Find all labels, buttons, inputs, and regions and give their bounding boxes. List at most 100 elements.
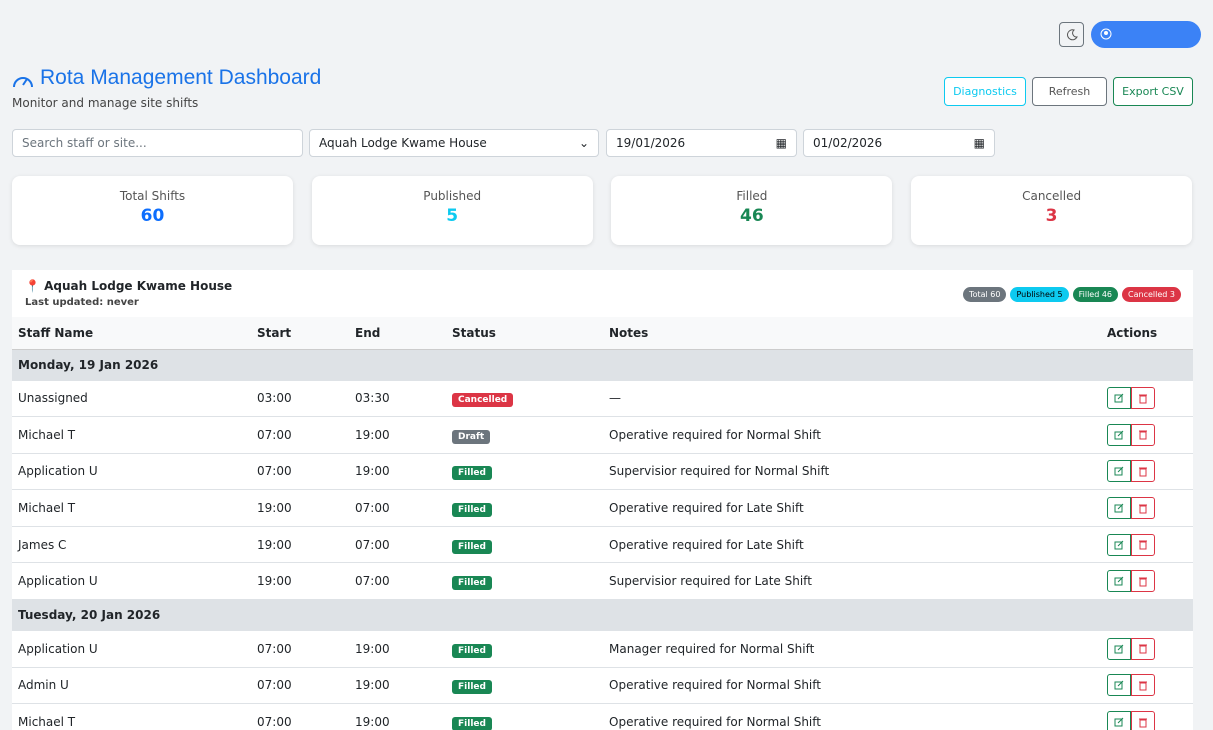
status-badge: Draft: [452, 429, 491, 444]
edit-icon: [1114, 503, 1124, 513]
edit-button[interactable]: [1107, 674, 1131, 697]
notes-cell: —: [603, 380, 1101, 418]
cell: 19:00: [349, 416, 446, 454]
column-header: Actions: [1101, 317, 1193, 350]
edit-button[interactable]: [1107, 711, 1131, 730]
status-badge: Filled: [452, 680, 492, 695]
group-row: Tuesday, 20 Jan 2026: [12, 599, 1193, 632]
theme-toggle[interactable]: [1059, 22, 1084, 47]
cell: 19:00: [251, 562, 349, 601]
edit-button[interactable]: [1107, 460, 1131, 483]
cell: 07:00: [251, 630, 349, 668]
date-from[interactable]: 19/01/2026 ▦: [606, 129, 797, 157]
trash-icon: [1139, 644, 1147, 654]
cell: Michael T: [12, 489, 251, 527]
group-date: Tuesday, 20 Jan 2026: [12, 599, 1193, 632]
edit-icon: [1114, 717, 1124, 727]
delete-button[interactable]: [1131, 423, 1155, 446]
shift-row: Michael T 07:00 19:00 Draft Operative requir…: [12, 416, 1193, 454]
actions: [1107, 637, 1155, 660]
cell: 07:00: [349, 489, 446, 527]
site-panel: 📍 Aquah Lodge Kwame House Last updated: …: [12, 270, 1193, 730]
actions-cell: [1101, 526, 1193, 564]
actions: [1107, 570, 1155, 593]
cell: 07:00: [349, 526, 446, 564]
search-input[interactable]: Search staff or site...: [12, 129, 303, 157]
date-value: 19/01/2026: [616, 136, 686, 150]
status-cell: Filled: [446, 667, 603, 705]
edit-button[interactable]: [1107, 570, 1131, 593]
edit-icon: [1114, 644, 1124, 654]
refresh-button[interactable]: Refresh: [1032, 77, 1107, 106]
actions-cell: [1101, 380, 1193, 418]
stat-card: Filled 46: [611, 176, 893, 245]
column-header: Notes: [603, 317, 1101, 350]
shifts-table: Staff Name Start End Status Notes Actions Mond…: [12, 317, 1193, 730]
actions: [1107, 387, 1155, 410]
placeholder: Search staff or site...: [22, 136, 147, 150]
actions: [1107, 460, 1155, 483]
delete-button[interactable]: [1131, 497, 1155, 520]
actions-cell: [1101, 630, 1193, 668]
cell: Application U: [12, 562, 251, 601]
notes-cell: Manager required for Normal Shift: [603, 630, 1101, 668]
group-row: Monday, 19 Jan 2026: [12, 349, 1193, 381]
page-title: Rota Management Dashboard: [40, 66, 322, 89]
actions: [1107, 423, 1155, 446]
edit-icon: [1114, 576, 1124, 586]
export-button[interactable]: Export CSV: [1113, 77, 1193, 106]
delete-button[interactable]: [1131, 570, 1155, 593]
user-icon: [1100, 28, 1112, 40]
column-header: Start: [251, 317, 349, 350]
delete-button[interactable]: [1131, 460, 1155, 483]
cell: 07:00: [251, 703, 349, 730]
shift-row: Application U 07:00 19:00 Filled Supervisior…: [12, 453, 1193, 491]
delete-button[interactable]: [1131, 637, 1155, 660]
stat-card: Published 5: [311, 176, 593, 245]
edit-button[interactable]: [1107, 387, 1131, 410]
column-header: Status: [446, 317, 603, 350]
button-label: Refresh: [1048, 85, 1091, 98]
cell: 03:30: [349, 380, 446, 418]
cell: Application U: [12, 630, 251, 668]
status-cell: Filled: [446, 703, 603, 730]
edit-button[interactable]: [1107, 497, 1131, 520]
edit-button[interactable]: [1107, 533, 1131, 556]
header-row: Staff Name Start End Status Notes Actions: [12, 317, 1193, 350]
cell: Michael T: [12, 703, 251, 730]
site-select[interactable]: Aquah Lodge Kwame House ⌄: [309, 129, 599, 157]
actions-cell: [1101, 453, 1193, 491]
delete-button[interactable]: [1131, 711, 1155, 730]
table-body: Monday, 19 Jan 2026 Unassigned 03:00 03:30 C…: [12, 349, 1193, 730]
actions-cell: [1101, 489, 1193, 527]
delete-button[interactable]: [1131, 533, 1155, 556]
delete-button[interactable]: [1131, 674, 1155, 697]
cell: Michael T: [12, 416, 251, 454]
cell: 07:00: [251, 453, 349, 491]
status-cell: Filled: [446, 489, 603, 527]
trash-icon: [1139, 718, 1147, 728]
date-to[interactable]: 01/02/2026 ▦: [803, 129, 995, 157]
actions: [1107, 711, 1155, 730]
caret: ⌄: [578, 136, 589, 150]
shift-row: Unassigned 03:00 03:30 Cancelled —: [12, 380, 1193, 418]
edit-icon: [1114, 393, 1124, 403]
status-cell: Draft: [446, 416, 603, 454]
edit-icon: [1114, 430, 1124, 440]
status-badge: Filled: [452, 643, 492, 658]
user-button[interactable]: [1091, 21, 1201, 48]
dashboard-icon: [13, 77, 33, 88]
edit-icon: [1114, 681, 1124, 690]
edit-button[interactable]: [1107, 637, 1131, 660]
summary-badge: Cancelled 3: [1122, 287, 1181, 302]
group-date: Monday, 19 Jan 2026: [12, 349, 1193, 381]
diagnostics-button[interactable]: Diagnostics: [944, 77, 1026, 106]
edit-button[interactable]: [1107, 423, 1131, 446]
stat-card: Total Shifts 60: [12, 176, 293, 245]
delete-button[interactable]: [1131, 387, 1155, 410]
date-value: 01/02/2026: [813, 136, 883, 150]
stat-value: 5: [446, 206, 459, 226]
shift-row: James C 19:00 07:00 Filled Operative require…: [12, 526, 1193, 564]
